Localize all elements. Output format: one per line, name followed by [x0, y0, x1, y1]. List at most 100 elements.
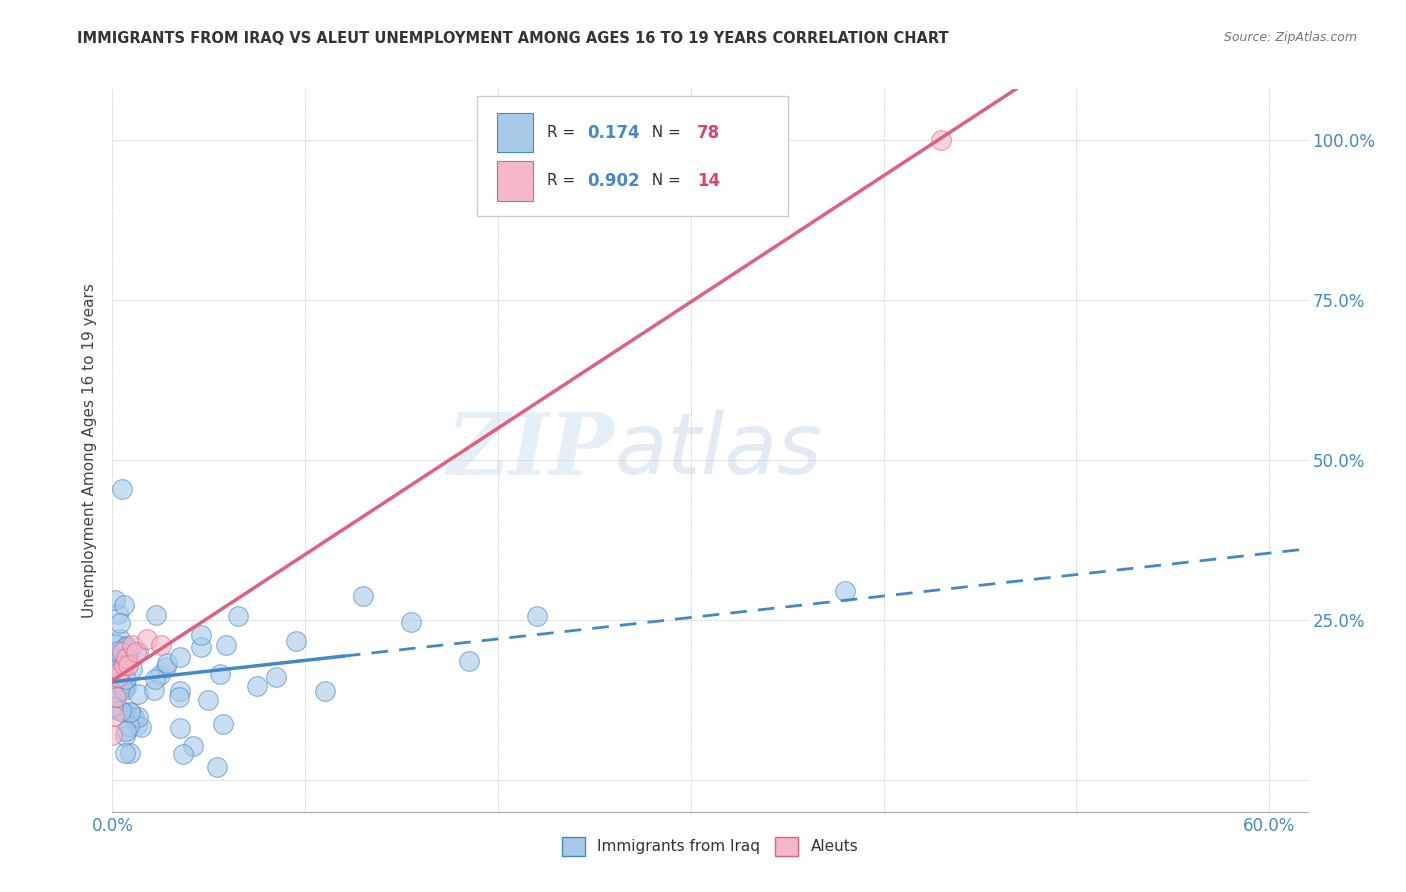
Point — [112, 705, 135, 719]
Point — [156, 656, 179, 670]
Point — [169, 721, 191, 735]
FancyBboxPatch shape — [477, 96, 787, 216]
Point — [104, 688, 127, 702]
Point — [181, 739, 204, 753]
Point — [107, 670, 129, 684]
Point — [114, 747, 136, 761]
Point — [107, 670, 129, 684]
Point — [111, 482, 134, 496]
Point — [104, 688, 127, 702]
Point — [110, 704, 132, 718]
Point — [145, 672, 167, 686]
Text: R =: R = — [547, 173, 581, 188]
Point — [103, 699, 125, 714]
Point — [931, 133, 953, 147]
Point — [458, 654, 481, 668]
Point — [169, 684, 191, 698]
Point — [149, 639, 172, 653]
Legend: Immigrants from Iraq, Aleuts: Immigrants from Iraq, Aleuts — [555, 831, 865, 862]
Point — [120, 746, 142, 760]
Point — [115, 651, 138, 665]
Point — [107, 702, 129, 716]
Text: atlas: atlas — [614, 409, 823, 492]
Point — [142, 682, 165, 697]
Point — [246, 679, 269, 693]
Point — [105, 645, 128, 659]
Point — [121, 662, 143, 676]
Point — [155, 660, 177, 674]
Point — [117, 719, 139, 733]
Point — [120, 705, 142, 719]
Point — [172, 747, 194, 761]
Point — [104, 592, 127, 607]
FancyBboxPatch shape — [498, 161, 533, 201]
Text: IMMIGRANTS FROM IRAQ VS ALEUT UNEMPLOYMENT AMONG AGES 16 TO 19 YEARS CORRELATION: IMMIGRANTS FROM IRAQ VS ALEUT UNEMPLOYME… — [77, 31, 949, 46]
Point — [112, 657, 135, 672]
Point — [108, 664, 131, 678]
Point — [114, 680, 136, 694]
Point — [112, 598, 135, 612]
Point — [105, 647, 128, 661]
Point — [120, 706, 142, 721]
Point — [127, 687, 149, 701]
Point — [111, 657, 134, 672]
Point — [214, 638, 236, 652]
Point — [314, 684, 336, 698]
Point — [107, 607, 129, 621]
Y-axis label: Unemployment Among Ages 16 to 19 years: Unemployment Among Ages 16 to 19 years — [82, 283, 97, 618]
Point — [136, 632, 159, 646]
Point — [266, 670, 288, 684]
Point — [127, 710, 149, 724]
Text: N =: N = — [643, 173, 686, 188]
Point — [127, 645, 149, 659]
Point — [190, 640, 212, 655]
Point — [352, 589, 374, 603]
Point — [107, 644, 129, 658]
Point — [105, 690, 128, 704]
Point — [115, 723, 138, 738]
Point — [115, 639, 138, 653]
Point — [115, 640, 138, 655]
Text: R =: R = — [547, 125, 581, 140]
Point — [197, 693, 219, 707]
Point — [145, 608, 167, 623]
Point — [226, 609, 249, 624]
Point — [117, 643, 139, 657]
Point — [401, 615, 423, 630]
Point — [117, 648, 139, 662]
Point — [114, 730, 136, 744]
Text: 0.902: 0.902 — [586, 172, 640, 190]
Point — [124, 645, 146, 659]
Point — [207, 760, 229, 774]
Point — [104, 637, 127, 651]
Point — [108, 632, 131, 646]
Point — [212, 716, 235, 731]
Point — [117, 657, 139, 672]
Point — [111, 677, 134, 691]
Point — [284, 633, 307, 648]
Text: 0.174: 0.174 — [586, 124, 640, 142]
Point — [112, 645, 135, 659]
Point — [115, 672, 138, 686]
Point — [103, 658, 125, 673]
Point — [122, 710, 145, 724]
Text: 78: 78 — [697, 124, 720, 142]
Point — [111, 645, 134, 659]
Point — [103, 664, 125, 678]
Point — [190, 628, 212, 642]
Point — [101, 684, 124, 698]
Text: 14: 14 — [697, 172, 720, 190]
Point — [169, 690, 191, 704]
Point — [526, 608, 548, 623]
Text: Source: ZipAtlas.com: Source: ZipAtlas.com — [1223, 31, 1357, 45]
Point — [121, 639, 143, 653]
Point — [114, 679, 136, 693]
Point — [101, 677, 124, 691]
Point — [101, 728, 124, 742]
Text: N =: N = — [643, 125, 686, 140]
Point — [125, 717, 148, 731]
Point — [103, 657, 125, 672]
Point — [112, 683, 135, 698]
Point — [149, 668, 172, 682]
Point — [108, 616, 131, 631]
